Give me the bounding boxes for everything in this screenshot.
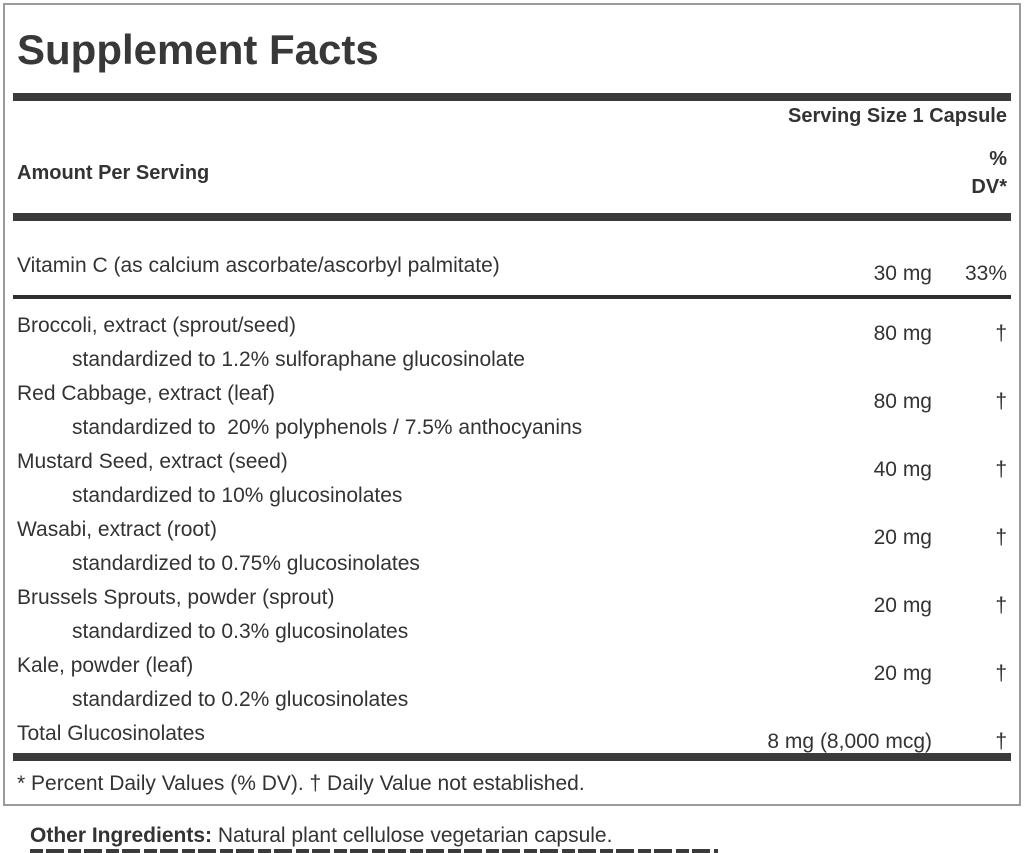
ingredient-dv: † bbox=[995, 662, 1007, 685]
ingredient-name: Broccoli, extract (sprout/seed) bbox=[17, 314, 296, 337]
ingredient-dv: † bbox=[995, 730, 1007, 753]
ingredient-amount: 30 mg bbox=[873, 262, 932, 285]
ingredient-amount: 8 mg (8,000 mcg) bbox=[767, 730, 932, 753]
ingredient-dv: † bbox=[995, 322, 1007, 345]
ingredient-standardization: standardized to 20% polyphenols / 7.5% a… bbox=[72, 416, 583, 439]
supplement-facts-panel: Supplement Facts Serving Size 1 Capsule … bbox=[3, 3, 1021, 806]
cutoff-text-line bbox=[30, 849, 718, 853]
percent-dv-header-line2: DV* bbox=[971, 176, 1007, 198]
other-ingredients-text: Other Ingredients: Natural plant cellulo… bbox=[30, 822, 612, 850]
ingredient-name: Mustard Seed, extract (seed) bbox=[17, 450, 288, 473]
ingredient-amount: 20 mg bbox=[873, 594, 932, 617]
ingredient-name: Kale, powder (leaf) bbox=[17, 654, 194, 677]
table-row: Total Glucosinolates 8 mg (8,000 mcg) † bbox=[17, 717, 1007, 753]
ingredient-standardization: standardized to 0.3% glucosinolates bbox=[72, 620, 409, 643]
table-header: Amount Per Serving % DV* bbox=[17, 145, 1007, 201]
thin-rule bbox=[13, 295, 1011, 299]
ingredient-amount: 80 mg bbox=[873, 390, 932, 413]
table-row: Mustard Seed, extract (seed) 40 mg † bbox=[17, 445, 1007, 481]
daily-value-footnote: * Percent Daily Values (% DV). † Daily V… bbox=[17, 772, 585, 795]
ingredient-name: Brussels Sprouts, powder (sprout) bbox=[17, 586, 335, 609]
ingredient-amount: 20 mg bbox=[873, 526, 932, 549]
ingredient-amount: 20 mg bbox=[873, 662, 932, 685]
thick-rule-header bbox=[13, 213, 1011, 221]
other-ingredients-label: Other Ingredients: bbox=[30, 824, 213, 847]
ingredient-amount: 40 mg bbox=[873, 458, 932, 481]
table-row: Broccoli, extract (sprout/seed) 80 mg † bbox=[17, 309, 1007, 345]
ingredient-dv: 33% bbox=[964, 262, 1007, 285]
ingredient-name: Red Cabbage, extract (leaf) bbox=[17, 382, 275, 405]
table-row: Wasabi, extract (root) 20 mg † bbox=[17, 513, 1007, 549]
ingredient-name: Wasabi, extract (root) bbox=[17, 518, 217, 541]
ingredient-standardization: standardized to 1.2% sulforaphane glucos… bbox=[72, 348, 525, 371]
ingredient-standardization: standardized to 0.2% glucosinolates bbox=[72, 688, 409, 711]
ingredient-dv: † bbox=[995, 458, 1007, 481]
percent-dv-header: % DV* bbox=[209, 145, 1007, 201]
thick-rule-top bbox=[13, 93, 1011, 101]
ingredient-dv: † bbox=[995, 594, 1007, 617]
amount-per-serving-header: Amount Per Serving bbox=[17, 161, 210, 184]
table-row: Red Cabbage, extract (leaf) 80 mg † bbox=[17, 377, 1007, 413]
table-row: Vitamin C (as calcium ascorbate/ascorbyl… bbox=[17, 249, 1007, 285]
ingredient-standardization: standardized to 10% glucosinolates bbox=[72, 484, 403, 507]
ingredient-name: Vitamin C (as calcium ascorbate/ascorbyl… bbox=[17, 254, 500, 277]
ingredient-amount: 80 mg bbox=[873, 322, 932, 345]
other-ingredients-value: Natural plant cellulose vegetarian capsu… bbox=[212, 824, 613, 847]
percent-dv-header-line1: % bbox=[989, 148, 1007, 170]
table-row: Kale, powder (leaf) 20 mg † bbox=[17, 649, 1007, 685]
ingredient-dv: † bbox=[995, 526, 1007, 549]
ingredient-standardization: standardized to 0.75% glucosinolates bbox=[72, 552, 420, 575]
table-row: Brussels Sprouts, powder (sprout) 20 mg … bbox=[17, 581, 1007, 617]
page-title: Supplement Facts bbox=[17, 26, 379, 73]
ingredient-dv: † bbox=[995, 390, 1007, 413]
ingredient-name: Total Glucosinolates bbox=[17, 722, 205, 745]
thick-rule-bottom bbox=[13, 753, 1011, 761]
serving-size-text: Serving Size 1 Capsule bbox=[788, 105, 1007, 127]
